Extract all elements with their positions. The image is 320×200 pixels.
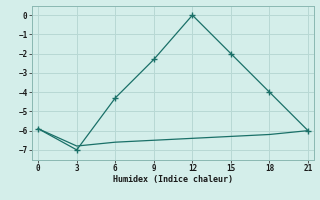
X-axis label: Humidex (Indice chaleur): Humidex (Indice chaleur): [113, 175, 233, 184]
